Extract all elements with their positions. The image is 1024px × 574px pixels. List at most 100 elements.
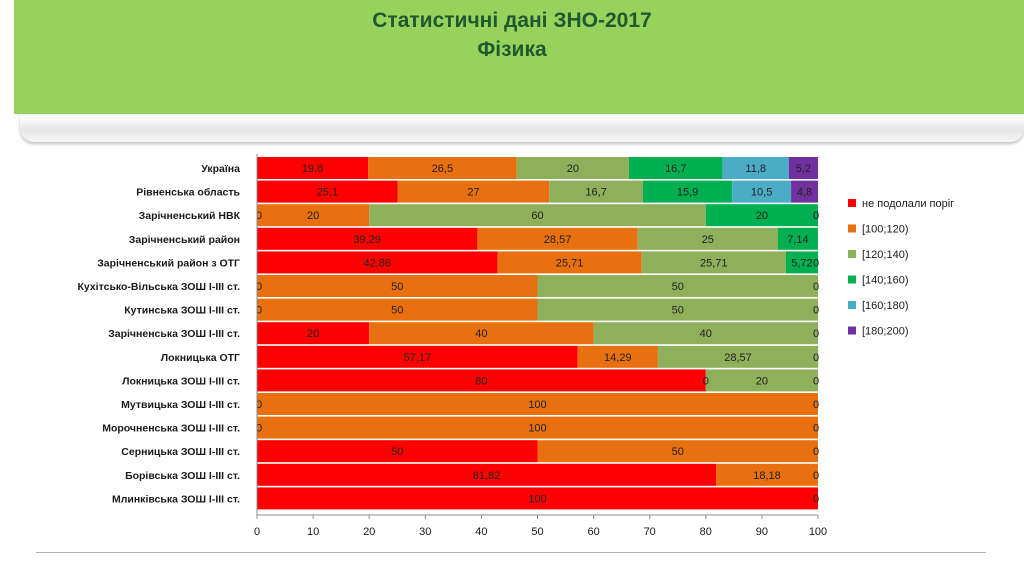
category-label: Кухітсько-Вільська ЗОШ І-ІІІ ст.: [77, 281, 240, 293]
bar-segment: [257, 275, 538, 297]
data-label: 60: [531, 210, 543, 222]
data-label: 0: [813, 470, 819, 482]
bar-segment: [777, 227, 818, 250]
data-label: 20: [567, 163, 579, 175]
bar-segment: [657, 345, 819, 368]
bar-segment: [705, 369, 818, 392]
slide-title: Статистичні дані ЗНО-2017: [372, 9, 652, 32]
legend-swatch: [848, 199, 856, 207]
category-label: Кутинська ЗОШ І-ІІІ ст.: [124, 305, 240, 317]
data-label: 7,14: [787, 234, 808, 246]
data-label: 16,7: [585, 187, 606, 199]
x-tick-label: 90: [756, 526, 768, 538]
bar-segment: [257, 416, 818, 439]
data-label: 27: [467, 187, 479, 199]
data-label: 50: [391, 446, 403, 458]
data-label: 39,29: [353, 234, 381, 246]
category-label: Мутвицька ЗОШ І-ІІІ ст.: [121, 399, 240, 411]
data-label: 100: [528, 493, 546, 505]
data-label: 0: [256, 423, 262, 435]
bar-segment: [785, 251, 818, 274]
x-tick-label: 0: [254, 526, 260, 538]
data-label: 0: [813, 375, 819, 387]
bottom-divider: [36, 552, 986, 553]
data-label: 50: [672, 281, 684, 293]
bar-segment: [369, 204, 706, 227]
data-label: 11,8: [745, 163, 766, 175]
bar-segment: [368, 157, 517, 179]
bar-segment: [257, 369, 706, 392]
bar-segment: [641, 251, 786, 274]
legend-swatch: [848, 301, 856, 309]
legend-label: [160;180): [862, 300, 908, 312]
bar-segment: [477, 227, 638, 250]
bar-segment: [628, 157, 723, 179]
bar-segment: [257, 298, 538, 321]
data-label: 14,29: [604, 352, 632, 364]
data-label: 20: [307, 328, 319, 340]
category-label: Зарічненський район: [129, 234, 240, 246]
data-label: 40: [475, 328, 487, 340]
data-label: 19,8: [302, 163, 323, 175]
bar-segment: [642, 180, 733, 203]
bar-segment: [257, 487, 818, 510]
bar-segment: [732, 180, 792, 203]
data-label: 0: [703, 375, 709, 387]
bar-segment: [257, 393, 818, 415]
data-label: 16,7: [665, 163, 686, 175]
data-label: 42,86: [363, 257, 391, 269]
data-label: 0: [256, 399, 262, 411]
bar-segment: [257, 322, 370, 345]
data-label: 50: [672, 305, 684, 317]
data-label: 15,9: [677, 187, 698, 199]
header-shadow: [20, 116, 1024, 142]
data-label: 5,2: [796, 163, 811, 175]
legend-label: [100;120): [862, 224, 908, 236]
data-label: 25: [702, 234, 714, 246]
bar-segment: [537, 440, 818, 463]
data-label: 0: [813, 210, 819, 222]
category-label: Борівська ЗОШ І-ІІІ ст.: [125, 470, 240, 482]
data-label: 0: [256, 281, 262, 293]
data-label: 0: [813, 257, 819, 269]
legend-label: [180;200): [862, 326, 908, 338]
bar-segment: [577, 345, 658, 368]
bar-segment: [257, 463, 717, 486]
data-label: 4,8: [797, 187, 812, 199]
category-label: Україна: [201, 163, 240, 175]
data-label: 0: [256, 210, 262, 222]
category-label: Рівненська область: [136, 187, 240, 199]
bar-segment: [257, 345, 578, 368]
category-label: Локницька ЗОШ І-ІІІ ст.: [122, 375, 240, 387]
data-label: 81,82: [473, 470, 501, 482]
data-label: 5,72: [791, 257, 812, 269]
data-label: 0: [813, 328, 819, 340]
bar-segment: [257, 157, 369, 179]
x-tick-label: 70: [644, 526, 656, 538]
data-label: 28,57: [724, 352, 752, 364]
bar-segment: [257, 204, 370, 227]
data-label: 0: [813, 281, 819, 293]
bar-segment: [257, 251, 498, 274]
bar-segment: [788, 157, 818, 179]
bar-segment: [516, 157, 629, 179]
legend-swatch: [848, 326, 856, 335]
bar-segment: [537, 298, 818, 321]
bar-segment: [716, 463, 818, 486]
data-label: 0: [813, 493, 819, 505]
legend-swatch: [848, 224, 856, 233]
bar-segment: [705, 204, 818, 227]
bar-segment: [257, 227, 478, 250]
data-label: 80: [475, 375, 487, 387]
category-label: Млинківська ЗОШ І-ІІІ ст.: [112, 493, 240, 505]
legend-label: [140;160): [862, 275, 908, 287]
bar-segment: [369, 322, 594, 345]
legend-swatch: [848, 250, 856, 258]
bar-segment: [257, 180, 398, 203]
data-label: 100: [528, 399, 546, 411]
data-label: 0: [813, 210, 819, 222]
bar-segment: [497, 251, 642, 274]
data-label: 18,18: [753, 470, 781, 482]
data-label: 20: [756, 375, 768, 387]
